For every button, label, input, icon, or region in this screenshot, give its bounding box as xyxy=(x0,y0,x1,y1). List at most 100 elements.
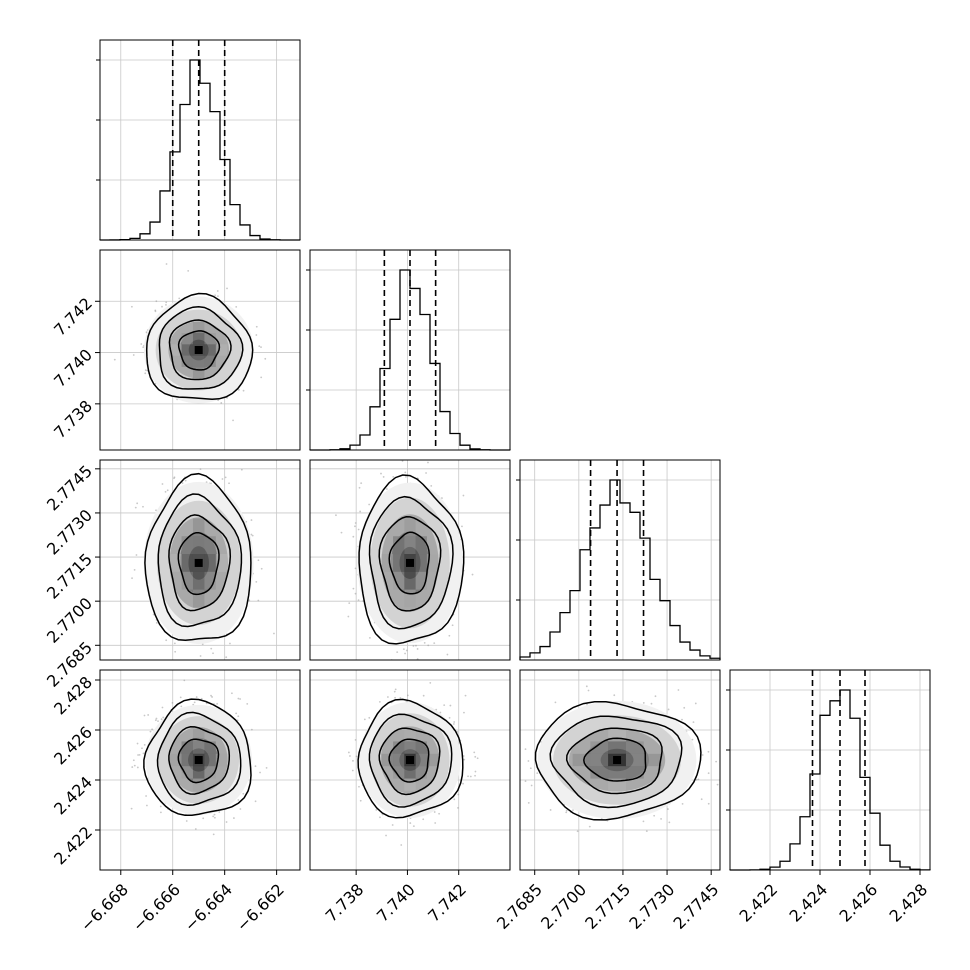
histogram-3 xyxy=(726,669,931,871)
scatter-point xyxy=(393,690,396,693)
scatter-point xyxy=(144,372,147,375)
scatter-point xyxy=(416,648,419,650)
density-pixel xyxy=(204,766,216,779)
scatter-point xyxy=(457,793,460,796)
scatter-point xyxy=(691,738,694,741)
scatter-point xyxy=(404,652,406,655)
scatter-point xyxy=(587,689,590,692)
scatter-point xyxy=(516,723,518,725)
scatter-point xyxy=(576,830,579,833)
scatter-point xyxy=(645,830,648,833)
scatter-point xyxy=(178,297,181,300)
scatter-point xyxy=(165,303,167,306)
density-peak xyxy=(194,756,203,764)
scatter-point xyxy=(716,783,719,786)
scatter-point xyxy=(527,760,530,762)
scatter-point xyxy=(653,814,656,817)
scatter-point xyxy=(255,334,258,336)
contour-line xyxy=(177,330,221,371)
scatter-point xyxy=(422,818,425,821)
scatter-point xyxy=(141,747,143,750)
scatter-point xyxy=(530,784,533,787)
density-pixel xyxy=(404,518,416,537)
scatter-point xyxy=(347,751,350,754)
scatter-point xyxy=(233,817,235,819)
density-pixel xyxy=(192,536,205,555)
scatter-point xyxy=(255,580,258,583)
scatter-point xyxy=(461,525,463,528)
scatter-point xyxy=(357,528,360,531)
scatter-point xyxy=(668,821,671,824)
density-pixel xyxy=(204,571,216,590)
scatter-point xyxy=(474,755,477,758)
density-pixel xyxy=(181,536,193,555)
scatter-point xyxy=(132,354,135,356)
scatter-point xyxy=(224,476,227,479)
scatter-point xyxy=(258,345,261,348)
scatter-point xyxy=(242,389,245,392)
scatter-point xyxy=(187,269,190,272)
density-pixel xyxy=(404,741,416,754)
scatter-point xyxy=(155,300,158,303)
y-tick-label: 7.740 xyxy=(50,345,96,391)
scatter-point xyxy=(335,514,337,517)
density-pixel xyxy=(170,344,182,356)
density-pixel xyxy=(643,753,662,767)
scatter-point xyxy=(474,774,476,777)
scatter-point xyxy=(358,785,360,788)
density-peak xyxy=(406,756,414,764)
x-tick-label: 2.426 xyxy=(835,880,881,926)
scatter-point xyxy=(382,476,385,478)
density-pixel xyxy=(608,778,626,791)
density-pixel xyxy=(415,753,427,767)
scatter-point xyxy=(131,577,133,580)
scatter-point xyxy=(200,697,203,700)
scatter-point xyxy=(642,702,645,704)
scatter-panel-3-0 xyxy=(99,669,301,871)
scatter-point xyxy=(159,811,162,814)
density-pixel xyxy=(192,571,205,590)
scatter-point xyxy=(161,305,163,308)
contour-line xyxy=(378,727,441,796)
scatter-point xyxy=(707,750,710,753)
contour-line xyxy=(168,319,232,381)
scatter-point xyxy=(231,692,233,695)
density-pixel xyxy=(181,741,193,754)
density-pixel xyxy=(393,753,405,767)
scatter-point xyxy=(399,696,402,699)
scatter-point xyxy=(183,679,186,682)
scatter-point xyxy=(145,795,147,797)
density-pixel xyxy=(393,571,405,590)
scatter-point xyxy=(586,703,588,706)
x-tick-label: 7.738 xyxy=(322,880,368,926)
density-pixel xyxy=(393,741,405,754)
scatter-point xyxy=(159,805,162,808)
scatter-point xyxy=(174,650,177,653)
scatter-point xyxy=(217,295,219,298)
density-pixel xyxy=(170,554,182,572)
scatter-point xyxy=(155,509,157,512)
scatter-point xyxy=(225,821,228,823)
scatter-point xyxy=(402,648,405,650)
density-pixel xyxy=(590,766,609,779)
scatter-point xyxy=(473,751,476,754)
scatter-point xyxy=(348,602,351,605)
scatter-point xyxy=(565,809,568,812)
scatter-point xyxy=(448,716,451,719)
contour-line xyxy=(388,738,430,783)
density-pixel xyxy=(181,753,193,767)
scatter-point xyxy=(257,599,260,602)
scatter-point xyxy=(453,721,456,723)
scatter-point xyxy=(694,702,697,705)
scatter-panel-1-0 xyxy=(99,249,301,451)
scatter-point xyxy=(400,844,403,846)
scatter-point xyxy=(585,685,588,688)
scatter-point xyxy=(677,689,680,691)
scatter-point xyxy=(422,694,425,697)
scatter-point xyxy=(144,369,147,372)
density-pixel xyxy=(608,741,626,754)
scatter-point xyxy=(462,494,465,497)
y-tick-label: 7.742 xyxy=(50,294,96,340)
scatter-point xyxy=(137,754,139,756)
